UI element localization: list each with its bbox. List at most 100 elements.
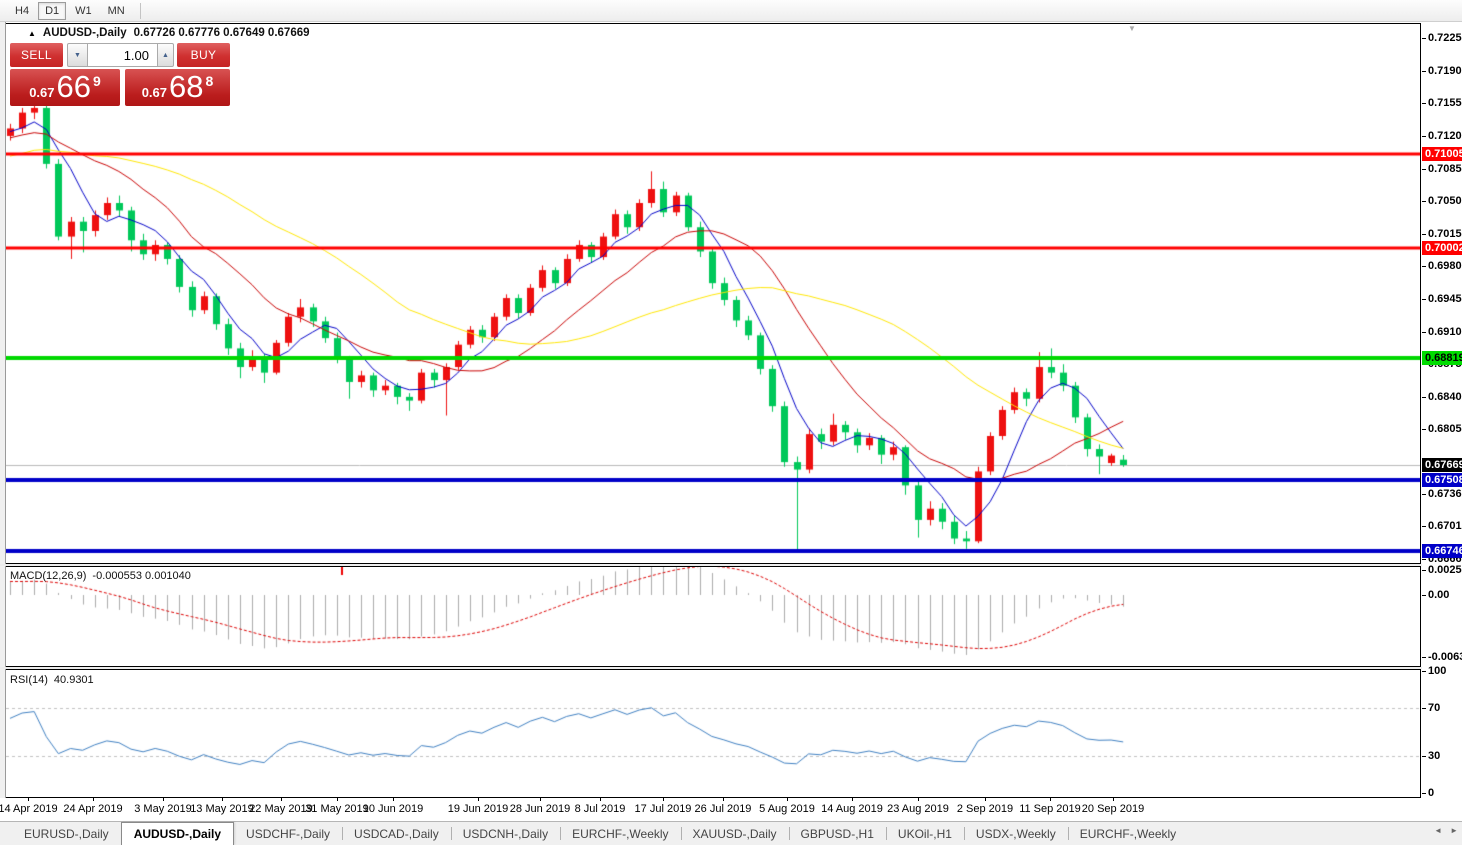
chart-tab-usdcnh-daily[interactable]: USDCNH-,Daily (450, 822, 560, 845)
rsi-pane (6, 669, 1421, 798)
chart-tab-ukoil-h1[interactable]: UKOil-,H1 (885, 822, 964, 845)
sell-price-pip: 9 (93, 73, 101, 89)
main-chart-canvas[interactable] (6, 24, 1420, 563)
time-tick-label: 26 Jul 2019 (694, 803, 752, 815)
macd-label: MACD(12,26,9) -0.000553 0.001040 (10, 570, 191, 582)
macd-tick-label: 0.00 (1428, 589, 1450, 601)
rsi-tick-label: 30 (1428, 750, 1441, 762)
pane-splitter[interactable] (0, 667, 1462, 669)
toolbar-separator (139, 2, 141, 19)
main-chart-pane (6, 23, 1421, 564)
buy-button[interactable]: BUY (177, 43, 230, 67)
axis-tick-mark (1422, 234, 1426, 235)
chart-tab-gbpusd-h1[interactable]: GBPUSD-,H1 (788, 822, 886, 845)
time-tick-label: 19 Jun 2019 (447, 803, 509, 815)
time-tick-label: 11 Sep 2019 (1019, 803, 1081, 815)
axis-tick-mark (1422, 494, 1426, 495)
chart-tab-eurusd-daily[interactable]: EURUSD-,Daily (24, 826, 109, 841)
buy-price-pip: 8 (205, 73, 214, 89)
axis-tick-mark (1422, 570, 1426, 571)
rsi-tick-label: 70 (1428, 702, 1441, 714)
time-tick-mark (478, 798, 479, 801)
timeframe-button-h4[interactable]: H4 (8, 2, 36, 20)
axis-tick-mark (1422, 559, 1426, 560)
axis-tick-mark (1422, 103, 1426, 104)
chart-tab-eurchf-weekly[interactable]: EURCHF-,Weekly (1067, 822, 1188, 845)
chart-tabbar: EURUSD-,Daily AUDUSD-,Daily USDCHF-,Daily U… (0, 821, 1462, 845)
sell-price-box[interactable]: 0.67 66 9 (10, 69, 120, 106)
buy-price-big: 68 (169, 69, 204, 104)
time-tick-mark (1113, 798, 1114, 801)
chart-tab-usdcad-daily[interactable]: USDCAD-,Daily (342, 822, 451, 845)
axis-tick-mark (1422, 595, 1426, 596)
symbol-timeframe-label: AUDUSD-,Daily (42, 27, 127, 39)
volume-decrease-button[interactable]: ▼ (67, 43, 88, 67)
time-tick-label: 2 Sep 2019 (956, 803, 1014, 815)
timeframe-button-w1[interactable]: W1 (68, 2, 99, 20)
timeframe-button-mn[interactable]: MN (101, 2, 132, 20)
axis-tick-mark (1422, 38, 1426, 39)
macd-canvas[interactable] (6, 567, 1420, 666)
chart-tab-eurchf-weekly[interactable]: EURCHF-,Weekly (560, 822, 680, 845)
price-level-label: 0.70002 (1422, 241, 1462, 255)
price-level-label: 0.71005 (1422, 147, 1462, 161)
time-tick-mark (28, 798, 29, 801)
tab-scroll-right-icon[interactable]: ► (1450, 826, 1458, 835)
time-tick-mark (540, 798, 541, 801)
ohlc-values: 0.67726 0.67776 0.67649 0.67669 (133, 27, 310, 39)
timeframe-button-d1[interactable]: D1 (38, 1, 67, 20)
chart-shift-marker-icon[interactable]: ▼ (1128, 24, 1136, 33)
time-tick-label: 14 Apr 2019 (0, 803, 58, 815)
collapse-arrow-icon[interactable]: ▲ (28, 28, 36, 38)
volume-increase-button[interactable]: ▲ (157, 43, 174, 67)
axis-tick-mark (1422, 657, 1426, 658)
time-tick-mark (918, 798, 919, 801)
price-level-label: 0.67508 (1422, 473, 1462, 487)
time-tick-label: 20 Sep 2019 (1081, 803, 1145, 815)
chart-tab-usdchf-daily[interactable]: USDCHF-,Daily (246, 826, 331, 841)
sell-button[interactable]: SELL (10, 43, 63, 67)
time-tick-label: 23 Aug 2019 (887, 803, 949, 815)
chart-tab-usdx-weekly[interactable]: USDX-,Weekly (963, 822, 1068, 845)
pane-splitter[interactable] (0, 564, 1462, 566)
price-level-label: 0.67669 (1422, 458, 1462, 472)
rsi-canvas[interactable] (6, 670, 1420, 797)
volume-input[interactable] (88, 43, 157, 67)
chart-tab-audusd-daily[interactable]: AUDUSD-,Daily (120, 822, 235, 845)
trade-panel-prices: 0.67 66 9 0.67 68 8 (10, 69, 230, 106)
price-level-label: 0.66746 (1422, 544, 1462, 558)
tab-scroll-left-icon[interactable]: ◄ (1434, 826, 1443, 835)
price-level-label: 0.68819 (1422, 351, 1462, 365)
time-tick-mark (723, 798, 724, 801)
time-tick-mark (163, 798, 164, 801)
rsi-label: RSI(14) 40.9301 (10, 674, 94, 686)
time-tick-mark (787, 798, 788, 801)
macd-pane (6, 566, 1421, 667)
time-tick-label: 13 May 2019 (190, 803, 254, 815)
window-left-frame (0, 22, 6, 798)
axis-tick-mark (1422, 526, 1426, 527)
chart-tab-xauusd-daily[interactable]: XAUUSD-,Daily (680, 822, 789, 845)
buy-price-box[interactable]: 0.67 68 8 (125, 69, 230, 106)
up-arrow-icon: ▲ (162, 51, 169, 59)
axis-tick-mark (1422, 793, 1426, 794)
time-tick-mark (985, 798, 986, 801)
time-tick-label: 14 Aug 2019 (821, 803, 883, 815)
time-tick-mark (93, 798, 94, 801)
rsi-name: RSI(14) (10, 674, 48, 686)
time-axis[interactable]: 14 Apr 2019 24 Apr 2019 3 May 2019 13 May 2… (0, 798, 1422, 821)
time-tick-mark (1050, 798, 1051, 801)
